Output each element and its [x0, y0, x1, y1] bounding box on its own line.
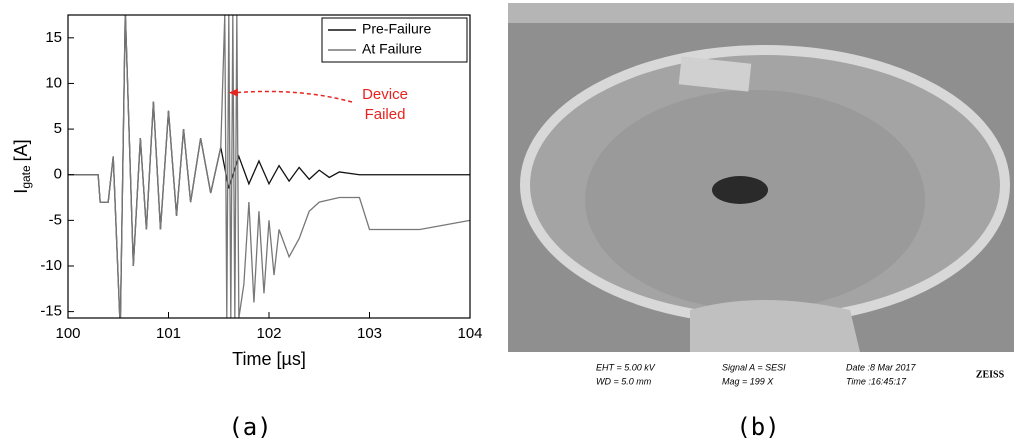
y-tick-label: 10	[45, 74, 62, 91]
brand: ZEISS	[976, 369, 1005, 380]
annotation-arrow	[236, 90, 353, 103]
annotation-arrowhead	[228, 88, 238, 97]
y-tick-label: -10	[40, 257, 62, 274]
info-signal: Signal A = SESI	[722, 362, 786, 372]
annotation: Device	[362, 86, 408, 103]
series-line	[68, 15, 470, 318]
sem-image	[508, 3, 1014, 388]
x-tick-label: 104	[457, 325, 482, 342]
chart-a: 100 101 102 103 104 -15 -10 -5 0 5 10 15 Time [µs] Ig…	[11, 14, 483, 369]
x-tick-label: 100	[55, 325, 80, 342]
info-mag: Mag = 199 X	[722, 376, 774, 386]
annotation: Failed	[365, 106, 406, 123]
y-tick-label: -15	[40, 303, 62, 320]
info-date: Date :8 Mar 2017	[846, 362, 917, 372]
caption-b: (b)	[736, 413, 779, 441]
x-tick-label: 101	[156, 325, 181, 342]
legend-box	[321, 17, 468, 63]
y-tick-label: -5	[49, 211, 62, 228]
y-label-unit: [A]	[11, 139, 31, 161]
y-axis-label: Igate [A]	[11, 139, 33, 193]
y-label-main: I	[11, 189, 31, 194]
y-tick-label: 15	[45, 29, 62, 46]
legend-label: Pre-Failure	[362, 21, 431, 37]
info-time: Time :16:45:17	[846, 376, 907, 386]
x-tick-label: 102	[256, 325, 281, 342]
y-tick-label: 0	[54, 166, 62, 183]
x-axis-label: Time [µs]	[232, 349, 306, 369]
info-eht: EHT = 5.00 kV	[596, 362, 656, 372]
info-wd: WD = 5.0 mm	[596, 376, 652, 386]
legend-label: At Failure	[362, 41, 422, 57]
caption-a: (a)	[228, 413, 271, 441]
x-tick-label: 103	[357, 325, 382, 342]
y-tick-label: 5	[54, 120, 62, 137]
y-label-sub: gate	[19, 165, 33, 189]
